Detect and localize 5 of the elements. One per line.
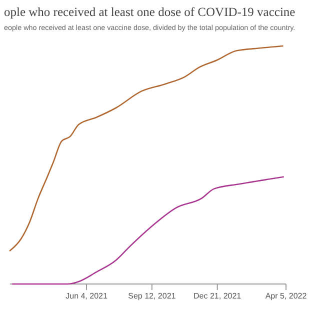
chart-title: ople who received at least one dose of COVID-19 vaccine xyxy=(4,5,296,19)
x-tick-label: Jun 4, 2021 xyxy=(66,292,108,301)
x-tick-label: Sep 12, 2021 xyxy=(128,292,176,301)
x-tick-label: Apr 5, 2022 xyxy=(265,292,308,301)
x-tick-label: Dec 21, 2021 xyxy=(194,292,242,301)
